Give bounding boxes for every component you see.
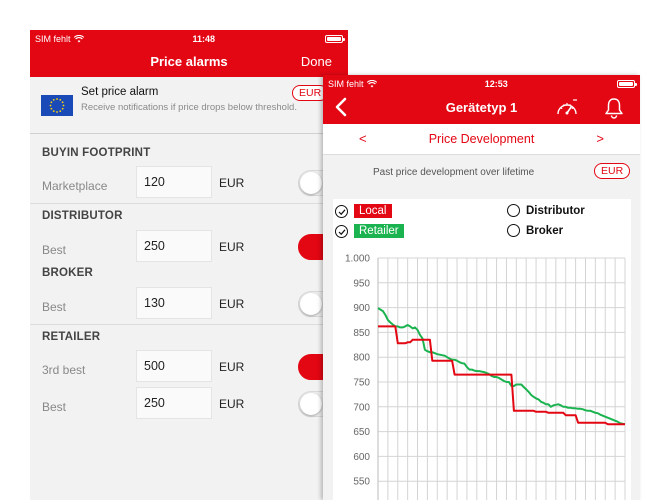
price-input[interactable]: 250 — [136, 387, 212, 419]
device-detail-screen: SIM fehlt 12:53 Gerätetyp 1 — [323, 75, 640, 500]
legend-label-local: Local — [354, 204, 392, 218]
battery-icon — [324, 34, 345, 43]
series-line-local — [378, 325, 625, 426]
alarms-header-bar: SIM fehlt 11:48 Price alarms Done — [30, 30, 348, 77]
price-input[interactable]: 500 — [136, 350, 212, 382]
legend-item-local[interactable]: Local — [335, 204, 392, 218]
section-label-distributor: DISTRIBUTOR — [42, 210, 123, 222]
legend-label-broker: Broker — [526, 224, 564, 237]
divider — [30, 203, 348, 204]
series-line-retailer — [377, 307, 626, 426]
currency-label: EUR — [219, 397, 245, 411]
battery-icon — [616, 79, 637, 88]
legend-item-distributor[interactable]: Distributor — [507, 204, 585, 217]
done-button[interactable]: Done — [300, 54, 332, 69]
checkmark-icon — [335, 204, 348, 218]
price-alarms-screen: SIM fehlt 11:48 Price alarms Done Set pr… — [30, 30, 348, 500]
y-tick-label: 550 — [353, 477, 370, 488]
legend-label-distributor: Distributor — [526, 204, 585, 217]
set-alarm-description: Receive notifications if price drops bel… — [81, 102, 297, 113]
checkmark-icon — [335, 224, 348, 238]
y-tick-label: 950 — [353, 278, 370, 289]
section-label-retailer: RETAILER — [42, 331, 101, 343]
radio-empty-icon — [507, 224, 520, 237]
row-label: Best — [42, 400, 67, 414]
y-tick-label: 800 — [353, 353, 370, 364]
currency-label: EUR — [219, 176, 245, 190]
carrier-text: SIM fehlt — [328, 78, 364, 89]
row-label: Marketplace — [42, 179, 108, 193]
status-bar: SIM fehlt 12:53 — [323, 75, 640, 92]
currency-label: EUR — [219, 360, 245, 374]
toggle-knob — [300, 393, 322, 415]
set-alarm-header: Set price alarm Receive notifications if… — [30, 77, 348, 134]
alarm-row-distributor-best: Best 250 EUR — [30, 230, 348, 270]
set-alarm-title: Set price alarm — [81, 86, 159, 98]
legend-item-retailer[interactable]: Retailer — [335, 224, 404, 238]
section-label-buyin: BUYIN FOOTPRINT — [42, 147, 151, 159]
legend-item-broker[interactable]: Broker — [507, 224, 563, 237]
bell-icon[interactable] — [604, 97, 624, 119]
y-tick-label: 600 — [353, 452, 370, 463]
status-bar: SIM fehlt 11:48 — [30, 30, 348, 47]
next-chart-button[interactable]: > — [596, 131, 604, 146]
alarm-row-retailer-3rd-best: 3rd best 500 EUR — [30, 350, 348, 390]
y-tick-label: 700 — [353, 402, 370, 413]
section-label-broker: BROKER — [42, 267, 94, 279]
status-time: 12:53 — [484, 78, 508, 89]
chevron-left-icon[interactable] — [332, 96, 352, 118]
row-label: 3rd best — [42, 363, 86, 377]
price-input[interactable]: 120 — [136, 166, 212, 198]
row-label: Best — [42, 300, 67, 314]
row-label: Best — [42, 243, 67, 257]
chart-card: Local Distributor Retailer Broker 1.000 9… — [333, 199, 631, 500]
alarm-row-broker-best: Best 130 EUR — [30, 287, 348, 327]
divider — [30, 324, 348, 325]
eu-flag-icon — [41, 95, 73, 116]
page-title: Price alarms — [150, 54, 228, 69]
y-tick-label: 850 — [353, 328, 370, 339]
wifi-icon — [366, 80, 377, 88]
page-title: Gerätetyp 1 — [445, 100, 518, 115]
detail-header-bar: SIM fehlt 12:53 Gerätetyp 1 — [323, 75, 640, 124]
chart-info-row: Past price development over lifetime EUR — [323, 155, 640, 191]
alarms-navbar: Price alarms Done — [30, 47, 348, 77]
detail-navbar: Gerätetyp 1 — [323, 92, 640, 124]
y-tick-label: 650 — [353, 427, 370, 438]
alarm-row-marketplace: Marketplace 120 EUR — [30, 166, 348, 206]
toggle-knob — [300, 172, 322, 194]
currency-button[interactable]: EUR — [594, 163, 631, 179]
price-input[interactable]: 130 — [136, 287, 212, 319]
price-development-nav: < Price Development > — [323, 124, 640, 155]
y-tick-label: 750 — [353, 378, 370, 389]
chart-section-title: Price Development — [428, 132, 535, 146]
y-tick-label: 1.000 — [345, 254, 370, 265]
chart-info-text: Past price development over lifetime — [373, 167, 535, 178]
price-input[interactable]: 250 — [136, 230, 212, 262]
toggle-knob — [300, 293, 322, 315]
previous-chart-button[interactable]: < — [359, 131, 367, 146]
currency-label: EUR — [219, 297, 245, 311]
radio-empty-icon — [507, 204, 520, 217]
status-time: 11:48 — [192, 33, 216, 44]
wifi-icon — [73, 35, 84, 43]
currency-button[interactable]: EUR — [292, 85, 329, 101]
currency-label: EUR — [219, 240, 245, 254]
legend-label-retailer: Retailer — [354, 224, 404, 238]
carrier-text: SIM fehlt — [35, 33, 71, 44]
speedometer-icon[interactable] — [556, 99, 578, 117]
alarm-row-retailer-best: Best 250 EUR — [30, 387, 348, 427]
y-tick-label: 900 — [353, 303, 370, 314]
price-line-chart: 1.000950900850800750700650600550500 — [345, 254, 626, 500]
